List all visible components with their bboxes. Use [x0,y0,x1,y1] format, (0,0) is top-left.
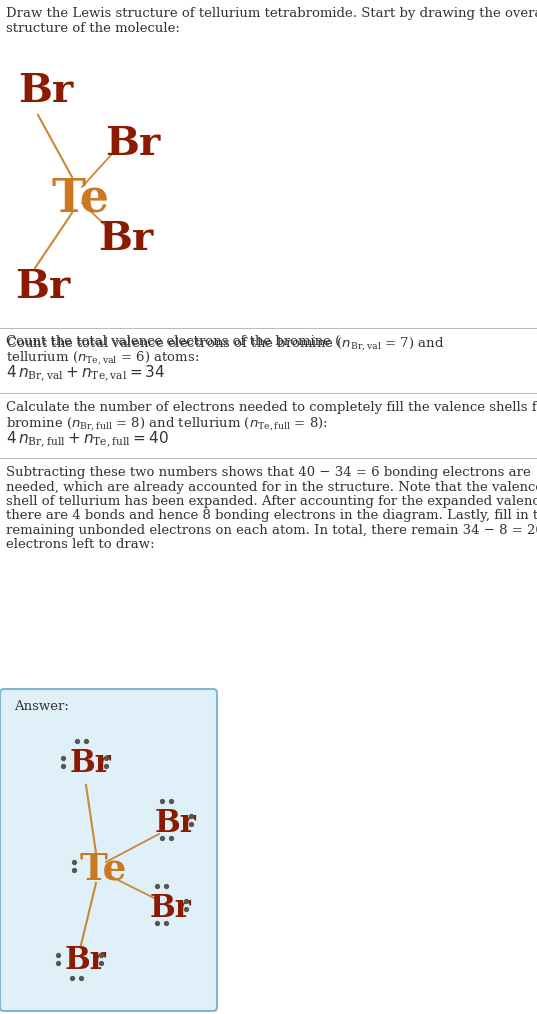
Text: Count the total valence electrons of the bromine ($n_\mathregular{Br,val}$ = 7) : Count the total valence electrons of the… [6,335,444,352]
Text: electrons left to draw:: electrons left to draw: [6,538,155,552]
Text: Br: Br [150,893,192,924]
Text: there are 4 bonds and hence 8 bonding electrons in the diagram. Lastly, fill in : there are 4 bonds and hence 8 bonding el… [6,509,537,522]
Text: $4\,n_\mathregular{Br,val} + n_\mathregular{Te,val} = 34$: $4\,n_\mathregular{Br,val} + n_\mathregu… [6,363,165,384]
Text: Te: Te [80,850,127,887]
FancyBboxPatch shape [0,689,217,1011]
Text: needed, which are already accounted for in the structure. Note that the valence: needed, which are already accounted for … [6,481,537,494]
Text: $4\,n_\mathregular{Br,full} + n_\mathregular{Te,full} = 40$: $4\,n_\mathregular{Br,full} + n_\mathreg… [6,429,169,450]
Text: remaining unbonded electrons on each atom. In total, there remain 34 − 8 = 26: remaining unbonded electrons on each ato… [6,524,537,537]
Text: Draw the Lewis structure of tellurium tetrabromide. Start by drawing the overall: Draw the Lewis structure of tellurium te… [6,7,537,20]
Text: Subtracting these two numbers shows that 40 − 34 = 6 bonding electrons are: Subtracting these two numbers shows that… [6,466,531,479]
Text: Br: Br [18,72,73,110]
Text: Te: Te [52,175,110,221]
Text: Count the total valence electrons of the bromine (: Count the total valence electrons of the… [6,335,340,348]
Text: Br: Br [98,220,153,258]
Text: Br: Br [70,748,112,779]
Text: shell of tellurium has been expanded. After accounting for the expanded valence,: shell of tellurium has been expanded. Af… [6,495,537,508]
Text: Answer:: Answer: [14,700,69,713]
Text: tellurium ($n_\mathregular{Te,val}$ = 6) atoms:: tellurium ($n_\mathregular{Te,val}$ = 6)… [6,349,199,366]
Text: Br: Br [105,125,160,163]
Text: bromine ($n_\mathregular{Br,full}$ = 8) and tellurium ($n_\mathregular{Te,full}$: bromine ($n_\mathregular{Br,full}$ = 8) … [6,415,328,432]
Text: structure of the molecule:: structure of the molecule: [6,22,180,35]
Text: Br: Br [155,808,197,839]
Text: Calculate the number of electrons needed to completely fill the valence shells f: Calculate the number of electrons needed… [6,401,537,414]
Text: Br: Br [15,268,70,306]
Text: Br: Br [65,945,107,976]
